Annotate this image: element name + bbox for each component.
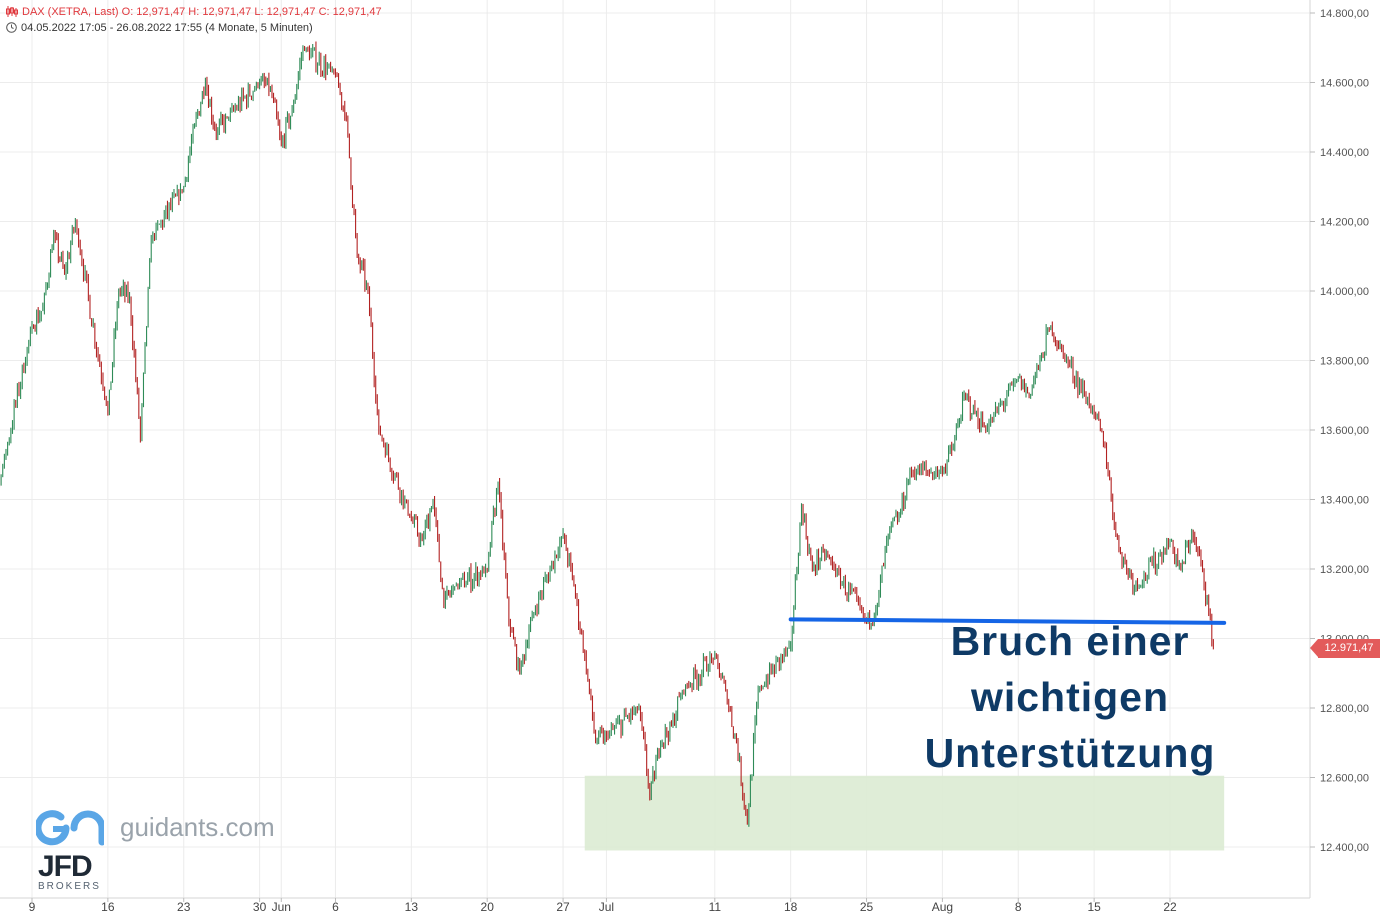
y-tick-label: 14.400,00: [1320, 147, 1369, 159]
x-tick-label: 8: [1015, 900, 1022, 914]
y-tick-label: 13.200,00: [1320, 564, 1369, 576]
x-tick-label: 25: [860, 900, 874, 914]
y-tick-label: 14.200,00: [1320, 217, 1369, 229]
x-tick-label: 30: [253, 900, 267, 914]
guidants-logo-icon: [36, 810, 104, 846]
x-tick-label: 22: [1163, 900, 1177, 914]
y-tick-label: 13.400,00: [1320, 495, 1369, 507]
candlestick-icon: [6, 6, 18, 17]
x-tick-label: 11: [709, 900, 722, 914]
x-axis: 9 16 23 30 Jun 6 13 20 27 Jul 11 18 25 Aug 8 15 22: [29, 898, 1177, 914]
brand-site: guidants.com: [120, 812, 275, 842]
x-tick-label: 9: [29, 900, 36, 914]
period-text: 04.05.2022 17:05 - 26.08.2022 17:55 (4 M…: [21, 22, 313, 34]
x-tick-label: Jun: [272, 900, 291, 914]
x-tick-label: Jul: [599, 900, 614, 914]
price-series: [0, 41, 1214, 827]
y-tick-label: 14.000,00: [1320, 286, 1369, 298]
clock-icon: [6, 22, 17, 33]
annotation-line-1: Bruch einer: [951, 618, 1190, 664]
x-tick-label: 13: [405, 900, 419, 914]
support-zone: [584, 775, 1225, 851]
y-tick-label: 12.600,00: [1320, 773, 1369, 785]
x-tick-label: 23: [177, 900, 191, 914]
x-tick-label: Aug: [932, 900, 953, 914]
x-tick-label: 16: [101, 900, 115, 914]
y-axis: 12.400,0012.600,0012.800,0013.000,0013.2…: [1310, 8, 1369, 854]
broker-logo: JFD: [38, 850, 93, 883]
x-tick-label: 18: [784, 900, 798, 914]
annotation-line-2: wichtigen: [970, 674, 1169, 720]
y-tick-label: 12.400,00: [1320, 842, 1369, 854]
last-price-badge: 12.971,47: [1310, 638, 1380, 658]
chart-grid: [0, 0, 1310, 898]
x-tick-label: 20: [481, 900, 495, 914]
y-tick-label: 13.800,00: [1320, 356, 1369, 368]
annotation: Bruch einer wichtigen Unterstützung: [925, 618, 1216, 776]
instrument-ohlc: DAX (XETRA, Last) O: 12,971,47 H: 12,971…: [22, 6, 382, 18]
x-tick-label: 6: [332, 900, 339, 914]
annotation-line-3: Unterstützung: [925, 730, 1216, 776]
instrument-header: DAX (XETRA, Last) O: 12,971,47 H: 12,971…: [6, 6, 382, 18]
x-tick-label: 27: [556, 900, 570, 914]
period-header: 04.05.2022 17:05 - 26.08.2022 17:55 (4 M…: [6, 22, 313, 34]
support-line: [788, 617, 1227, 625]
y-tick-label: 12.800,00: [1320, 703, 1369, 715]
x-tick-label: 15: [1087, 900, 1101, 914]
y-tick-label: 13.600,00: [1320, 425, 1369, 437]
y-tick-label: 14.600,00: [1320, 78, 1369, 90]
broker-logo-sub: BROKERS: [38, 881, 101, 892]
y-tick-label: 14.800,00: [1320, 8, 1369, 20]
